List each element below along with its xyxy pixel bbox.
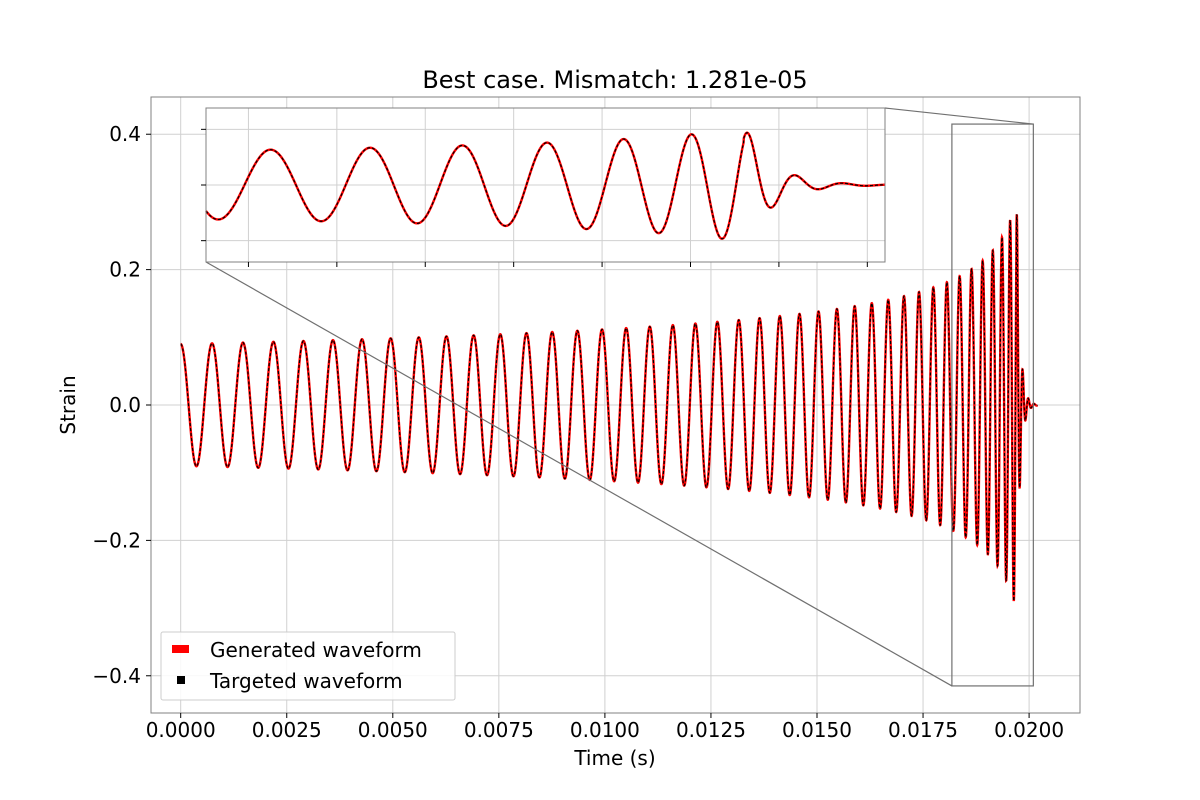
main-plot-lines [180, 214, 1039, 602]
legend-box [160, 631, 456, 701]
y-tick-label: 0.0 [109, 393, 141, 417]
y-tick-label: 0.4 [109, 122, 141, 146]
x-tick-label: 0.0025 [252, 718, 322, 742]
zoom-connector-top [884, 107, 1034, 125]
x-axis-label: Time (s) [573, 746, 655, 770]
zoom-indicator [205, 107, 1034, 687]
x-tick-label: 0.0100 [570, 718, 640, 742]
main-ticks: 0.0000 0.0025 0.0050 0.0075 0.0100 0.0125 0.01… [92, 122, 1064, 742]
x-tick-label: 0.0075 [464, 718, 534, 742]
x-tick-label: 0.0125 [676, 718, 746, 742]
x-tick-label: 0.0150 [782, 718, 852, 742]
inset-plot-lines [205, 131, 886, 240]
chart-title: Best case. Mismatch: 1.281e-05 [422, 66, 807, 94]
zoom-region-rect [951, 123, 1034, 687]
x-tick-label: 0.0175 [888, 718, 958, 742]
inset-axes [201, 107, 886, 267]
series-targeted-line [180, 214, 1038, 602]
inset-grid [206, 108, 885, 262]
zoom-connector-bottom [205, 261, 953, 687]
legend-label-generated: Generated waveform [210, 638, 422, 662]
legend-swatch-targeted [177, 676, 185, 684]
x-tick-label: 0.0200 [994, 718, 1064, 742]
x-tick-label: 0.0000 [146, 718, 216, 742]
x-tick-label: 0.0050 [358, 718, 428, 742]
legend-label-targeted: Targeted waveform [209, 669, 403, 693]
y-axis-label: Strain [56, 375, 80, 434]
inset-series-targeted-line [205, 132, 886, 240]
y-tick-label: −0.2 [92, 528, 141, 552]
y-tick-label: −0.4 [92, 664, 141, 688]
legend-swatch-generated [172, 645, 189, 653]
y-tick-label: 0.2 [109, 258, 141, 282]
inset-ticks [201, 128, 868, 267]
legend: Generated waveform Targeted waveform [160, 631, 456, 701]
